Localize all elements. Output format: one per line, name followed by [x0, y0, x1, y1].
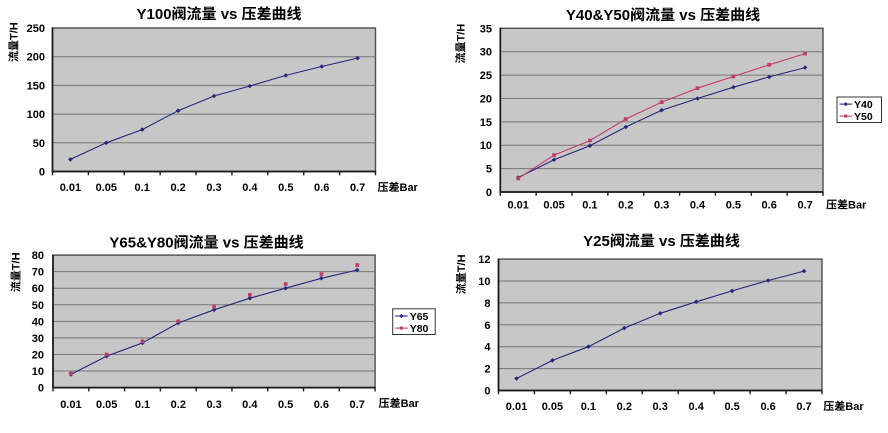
svg-text:150: 150 [27, 80, 45, 92]
svg-text:Y80: Y80 [410, 323, 429, 335]
svg-text:0.4: 0.4 [689, 401, 705, 413]
svg-text:0.05: 0.05 [96, 182, 117, 194]
svg-text:0.7: 0.7 [350, 399, 365, 411]
svg-text:250: 250 [27, 23, 45, 35]
svg-text:0.1: 0.1 [135, 399, 150, 411]
svg-text:Bar: Bar [848, 200, 867, 212]
svg-text:Y25: Y25 [583, 233, 610, 250]
svg-text:0.6: 0.6 [314, 182, 329, 194]
svg-text:80: 80 [32, 250, 44, 262]
svg-text:0: 0 [39, 167, 45, 179]
svg-text:Y50: Y50 [854, 111, 873, 123]
svg-text:0.4: 0.4 [690, 200, 706, 212]
svg-text:50: 50 [33, 138, 45, 150]
svg-text:0.01: 0.01 [60, 399, 81, 411]
svg-text:10: 10 [480, 140, 492, 152]
svg-text:0.7: 0.7 [797, 200, 812, 212]
svg-text:Y65&Y80: Y65&Y80 [109, 235, 173, 252]
svg-text:200: 200 [27, 52, 45, 64]
svg-text:35: 35 [480, 23, 492, 35]
svg-text:5: 5 [486, 164, 492, 176]
svg-text:0: 0 [484, 386, 490, 398]
svg-text:0.5: 0.5 [278, 399, 293, 411]
svg-text:12: 12 [478, 254, 490, 266]
svg-text:0.5: 0.5 [278, 182, 293, 194]
svg-text:30: 30 [32, 333, 44, 345]
svg-text:0.01: 0.01 [60, 182, 81, 194]
svg-text:Y65: Y65 [410, 311, 429, 323]
svg-text:0.2: 0.2 [170, 182, 185, 194]
svg-text:0.7: 0.7 [796, 401, 811, 413]
svg-text:T/H: T/H [11, 252, 23, 270]
svg-text:Bar: Bar [401, 398, 420, 410]
svg-text:15: 15 [480, 117, 492, 129]
svg-text:0: 0 [38, 383, 44, 395]
svg-text:T/H: T/H [455, 24, 467, 42]
svg-text:40: 40 [32, 316, 44, 328]
svg-text:4: 4 [484, 342, 491, 354]
svg-text:20: 20 [32, 350, 44, 362]
svg-text:6: 6 [484, 320, 490, 332]
svg-text:60: 60 [32, 283, 44, 295]
svg-text:0.1: 0.1 [582, 200, 597, 212]
svg-text:0.5: 0.5 [724, 401, 739, 413]
svg-text:0.05: 0.05 [96, 399, 117, 411]
svg-text:0.7: 0.7 [350, 182, 365, 194]
svg-text:0.2: 0.2 [171, 399, 186, 411]
svg-text:0.2: 0.2 [618, 200, 633, 212]
svg-text:0.3: 0.3 [654, 200, 669, 212]
svg-text:20: 20 [480, 94, 492, 106]
svg-text:vs: vs [223, 235, 240, 252]
svg-text:0: 0 [486, 187, 492, 199]
svg-text:0.1: 0.1 [581, 401, 596, 413]
svg-text:0.3: 0.3 [653, 401, 668, 413]
svg-text:100: 100 [27, 109, 45, 121]
svg-text:Bar: Bar [845, 401, 864, 413]
svg-text:Y40: Y40 [854, 99, 873, 111]
svg-text:T/H: T/H [9, 22, 21, 40]
svg-text:vs: vs [659, 233, 676, 250]
svg-text:0.01: 0.01 [507, 200, 528, 212]
svg-text:0.2: 0.2 [617, 401, 632, 413]
svg-text:0.1: 0.1 [135, 182, 150, 194]
svg-text:10: 10 [32, 366, 44, 378]
svg-text:2: 2 [484, 364, 490, 376]
svg-text:0.6: 0.6 [762, 200, 777, 212]
svg-text:0.4: 0.4 [242, 399, 258, 411]
svg-text:70: 70 [32, 267, 44, 279]
svg-text:Bar: Bar [400, 182, 419, 194]
svg-text:vs: vs [221, 6, 238, 23]
svg-text:Y40&Y50: Y40&Y50 [566, 7, 630, 24]
svg-text:vs: vs [679, 7, 696, 24]
svg-text:0.4: 0.4 [242, 182, 258, 194]
svg-text:0.3: 0.3 [206, 399, 221, 411]
svg-text:0.05: 0.05 [542, 401, 563, 413]
svg-text:25: 25 [480, 70, 492, 82]
svg-text:10: 10 [478, 276, 490, 288]
svg-text:0.6: 0.6 [314, 399, 329, 411]
svg-text:8: 8 [484, 298, 490, 310]
svg-text:0.3: 0.3 [206, 182, 221, 194]
svg-text:0.01: 0.01 [506, 401, 527, 413]
svg-text:T/H: T/H [456, 254, 468, 272]
svg-text:Y100: Y100 [137, 6, 172, 23]
svg-text:0.05: 0.05 [543, 200, 564, 212]
svg-text:30: 30 [480, 47, 492, 59]
svg-text:0.5: 0.5 [726, 200, 741, 212]
svg-text:0.6: 0.6 [760, 401, 775, 413]
svg-text:50: 50 [32, 300, 44, 312]
